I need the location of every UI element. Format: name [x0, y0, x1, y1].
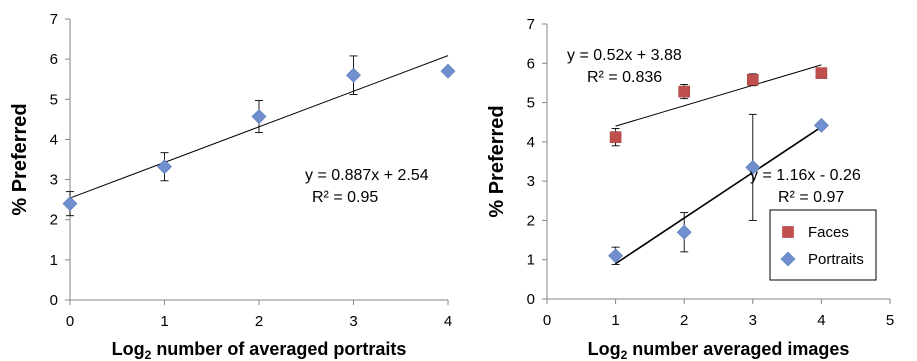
x-tick-label: 1 — [160, 313, 168, 330]
data-point-diamond — [608, 248, 624, 264]
x-axis-title-main: Log — [112, 339, 145, 359]
x-tick-label: 5 — [886, 312, 894, 329]
x-axis-title-rest: number of averaged portraits — [151, 339, 406, 359]
x-tick-label: 4 — [817, 312, 825, 329]
data-point-diamond — [745, 159, 761, 175]
legend: Faces Portraits — [769, 209, 877, 281]
x-tick-label: 3 — [349, 313, 357, 330]
x-axis-title: Log2 number of averaged portraits — [112, 339, 407, 361]
y-tick-label: 4 — [50, 131, 58, 148]
y-tick-label: 6 — [50, 51, 58, 68]
series-0: y = 0.52x + 3.88 R² = 0.836 — [567, 47, 828, 147]
x-tick-label: 2 — [680, 312, 688, 329]
x-tick-label: 0 — [66, 313, 74, 330]
trendline-equation: y = 0.887x + 2.54 — [305, 167, 429, 184]
y-tick-label: 1 — [527, 252, 535, 269]
y-tick-label: 2 — [50, 212, 58, 229]
x-tick-label: 3 — [749, 312, 757, 329]
x-axis-title-subscript: 2 — [145, 348, 152, 361]
x-axis-title-subscript: 2 — [621, 348, 628, 361]
x-axis-title: Log2 number averaged images — [588, 339, 850, 361]
data-point-square — [815, 67, 828, 79]
series-0: y = 0.887x + 2.54 R² = 0.95 — [62, 55, 456, 217]
series-1: y = 1.16x - 0.26 R² = 0.97 — [608, 113, 861, 265]
data-point-square — [609, 131, 622, 143]
y-axis-title: % Preferred — [486, 105, 508, 217]
y-tick-label: 4 — [527, 134, 535, 151]
trendline-r-squared: R² = 0.95 — [312, 189, 378, 206]
y-tick-label: 5 — [527, 95, 535, 112]
y-tick-label: 0 — [527, 291, 535, 308]
trendline-equation: y = 0.52x + 3.88 — [567, 47, 682, 64]
legend-marker-diamond — [780, 251, 796, 267]
x-axis-title-rest: number averaged images — [627, 339, 849, 359]
y-tick-label: 5 — [50, 91, 58, 108]
y-tick-label: 7 — [527, 16, 535, 33]
y-tick-label: 2 — [527, 212, 535, 229]
y-tick-label: 1 — [50, 252, 58, 269]
data-point-diamond — [251, 109, 267, 124]
x-tick-label: 0 — [543, 312, 551, 329]
x-axis-title-main: Log — [588, 339, 621, 359]
trendline — [615, 126, 822, 265]
trendline-equation: y = 1.16x - 0.26 — [750, 167, 861, 184]
trendline — [615, 64, 822, 127]
y-axis-title: % Preferred — [9, 103, 31, 215]
data-point-diamond — [62, 196, 78, 212]
x-tick-label: 4 — [444, 313, 452, 330]
data-point-diamond — [157, 159, 172, 175]
data-point-square — [746, 73, 759, 86]
y-tick-label: 0 — [50, 292, 58, 309]
data-point-diamond — [346, 67, 361, 83]
data-point-diamond — [813, 117, 829, 133]
legend-entry-label: Faces — [808, 224, 849, 241]
y-tick-label: 3 — [50, 172, 58, 189]
y-tick-label: 3 — [527, 173, 535, 190]
legend-box — [769, 209, 877, 281]
legend-marker-square — [782, 226, 794, 238]
legend-entry-label: Portraits — [808, 251, 864, 268]
data-point-diamond — [440, 63, 456, 79]
data-point-square — [678, 85, 691, 98]
x-tick-label: 2 — [255, 313, 263, 330]
y-tick-label: 7 — [50, 11, 58, 28]
data-point-diamond — [676, 224, 692, 240]
trendline-r-squared: R² = 0.97 — [778, 189, 844, 206]
y-tick-label: 6 — [527, 55, 535, 72]
x-tick-label: 1 — [611, 312, 619, 329]
trendline-r-squared: R² = 0.836 — [587, 69, 662, 86]
